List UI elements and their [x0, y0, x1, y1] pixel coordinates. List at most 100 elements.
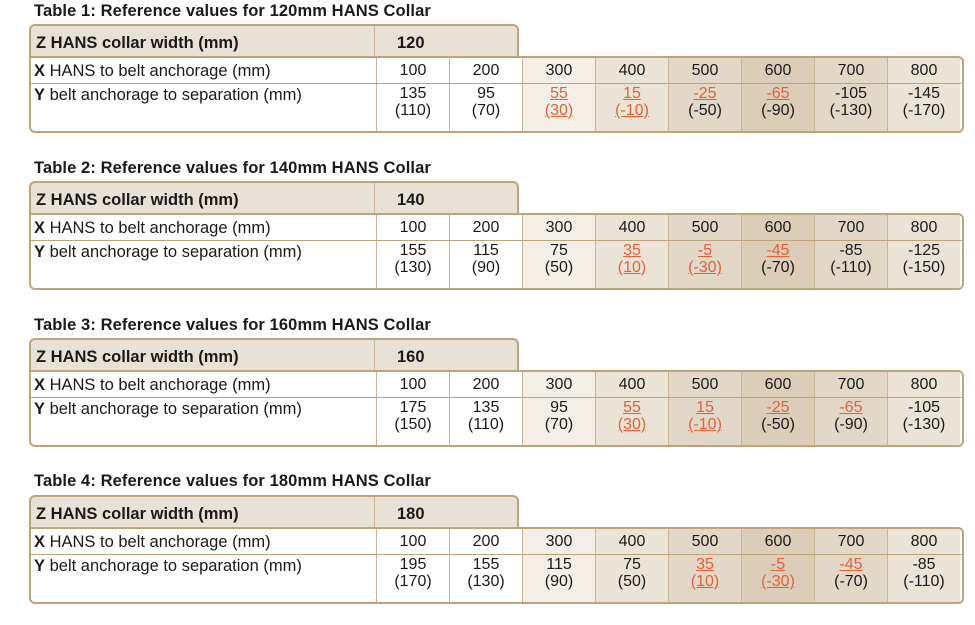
y-value-paren: (10) [690, 573, 720, 590]
y-value: -45 [766, 242, 790, 259]
y-value-paren: (-50) [761, 416, 795, 433]
x-row: X HANS to belt anchorage (mm) 100 200 300 40… [31, 529, 962, 555]
y-cell: -85 (-110) [814, 241, 887, 288]
y-value: -65 [766, 85, 790, 102]
y-value-paren: (110) [394, 102, 432, 119]
y-value: 15 [623, 85, 641, 102]
y-letter: Y [34, 86, 46, 104]
x-cell: 300 [522, 529, 595, 554]
y-value-paren: (-70) [761, 259, 795, 276]
x-cell: 100 [376, 529, 449, 554]
table-title: Table 3: Reference values for 160mm HANS… [34, 316, 431, 334]
table-block: Z HANS collar width (mm) 160 X HANS to bel… [29, 338, 964, 447]
y-cell: -45 (-70) [814, 555, 887, 602]
y-label-text: belt anchorage to separation (mm) [45, 400, 302, 418]
z-divider [374, 26, 375, 58]
y-value: -105 [907, 399, 941, 416]
y-value-paren: (150) [394, 416, 432, 433]
y-value-paren: (-170) [902, 102, 946, 119]
y-value-paren: (-130) [829, 102, 873, 119]
y-value-paren: (70) [471, 102, 501, 119]
y-cell: 115 (90) [522, 555, 595, 602]
z-header: Z HANS collar width (mm) 120 [29, 24, 519, 58]
y-value: 95 [477, 85, 495, 102]
y-value: 175 [399, 399, 427, 416]
y-value: -85 [912, 556, 936, 573]
y-value: 15 [696, 399, 714, 416]
y-cell: 15 (-10) [595, 84, 668, 131]
y-value-paren: (-50) [688, 102, 722, 119]
x-row-label: X HANS to belt anchorage (mm) [34, 219, 271, 238]
z-label: Z HANS collar width (mm) [36, 34, 239, 52]
y-cell: -5 (-30) [668, 241, 741, 288]
x-cell: 800 [887, 529, 960, 554]
y-value-paren: (-130) [902, 416, 946, 433]
y-cell: 135 (110) [376, 84, 449, 131]
y-value: 115 [473, 242, 499, 259]
y-value: 75 [550, 242, 568, 259]
x-cell: 300 [522, 215, 595, 240]
y-cell: -5 (-30) [741, 555, 814, 602]
y-value-paren: (110) [467, 416, 505, 433]
x-row: X HANS to belt anchorage (mm) 100 200 300 40… [31, 58, 962, 84]
y-value: -85 [839, 242, 863, 259]
y-value-paren: (30) [617, 416, 647, 433]
x-cell: 400 [595, 58, 668, 83]
y-cell: 195 (170) [376, 555, 449, 602]
z-header: Z HANS collar width (mm) 140 [29, 181, 519, 215]
y-cell: -65 (-90) [741, 84, 814, 131]
y-label-text: belt anchorage to separation (mm) [45, 243, 302, 261]
x-cell: 500 [668, 58, 741, 83]
y-cell: -25 (-50) [668, 84, 741, 131]
y-value-paren: (130) [394, 259, 432, 276]
table-block: Z HANS collar width (mm) 180 X HANS to bel… [29, 495, 964, 604]
y-value-paren: (-70) [834, 573, 868, 590]
x-letter: X [34, 219, 46, 237]
y-row: Y belt anchorage to separation (mm) 155 (1… [31, 241, 962, 288]
z-divider [374, 340, 375, 372]
y-value-paren: (-10) [615, 102, 649, 119]
y-letter: Y [34, 557, 46, 575]
z-value: 180 [397, 505, 425, 523]
x-cell: 400 [595, 215, 668, 240]
y-value-paren: (-150) [902, 259, 946, 276]
x-cell: 100 [376, 58, 449, 83]
z-divider [374, 183, 375, 215]
y-cell: 135 (110) [449, 398, 522, 445]
x-label-text: HANS to belt anchorage (mm) [45, 533, 271, 551]
x-cell: 600 [741, 372, 814, 397]
y-value-paren: (130) [467, 573, 505, 590]
y-cell: -125 (-150) [887, 241, 960, 288]
y-cell: -85 (-110) [887, 555, 960, 602]
y-cell: 155 (130) [449, 555, 522, 602]
values-grid: X HANS to belt anchorage (mm) 100 200 300 40… [29, 527, 964, 604]
y-row: Y belt anchorage to separation (mm) 175 (1… [31, 398, 962, 445]
y-value-paren: (70) [544, 416, 574, 433]
x-cell: 800 [887, 58, 960, 83]
y-cell: 55 (30) [595, 398, 668, 445]
y-value: 195 [399, 556, 427, 573]
y-cell: 155 (130) [376, 241, 449, 288]
x-cell: 500 [668, 372, 741, 397]
x-cell: 300 [522, 372, 595, 397]
y-value: -5 [697, 242, 713, 259]
y-row-label: Y belt anchorage to separation (mm) [34, 557, 302, 576]
y-row-label: Y belt anchorage to separation (mm) [34, 400, 302, 419]
y-cell: 75 (50) [595, 555, 668, 602]
y-cell: 115 (90) [449, 241, 522, 288]
x-cell: 100 [376, 215, 449, 240]
x-cell: 100 [376, 372, 449, 397]
y-cell: -45 (-70) [741, 241, 814, 288]
y-value: -25 [693, 85, 717, 102]
x-row: X HANS to belt anchorage (mm) 100 200 300 40… [31, 215, 962, 241]
y-cell: 35 (10) [668, 555, 741, 602]
x-cell: 300 [522, 58, 595, 83]
y-row-label: Y belt anchorage to separation (mm) [34, 86, 302, 105]
x-label-text: HANS to belt anchorage (mm) [45, 219, 271, 237]
y-value-paren: (-110) [903, 573, 945, 590]
y-cell: 95 (70) [522, 398, 595, 445]
x-cell: 700 [814, 58, 887, 83]
x-row-label: X HANS to belt anchorage (mm) [34, 533, 271, 552]
x-row-label: X HANS to belt anchorage (mm) [34, 62, 271, 81]
x-cell: 600 [741, 529, 814, 554]
